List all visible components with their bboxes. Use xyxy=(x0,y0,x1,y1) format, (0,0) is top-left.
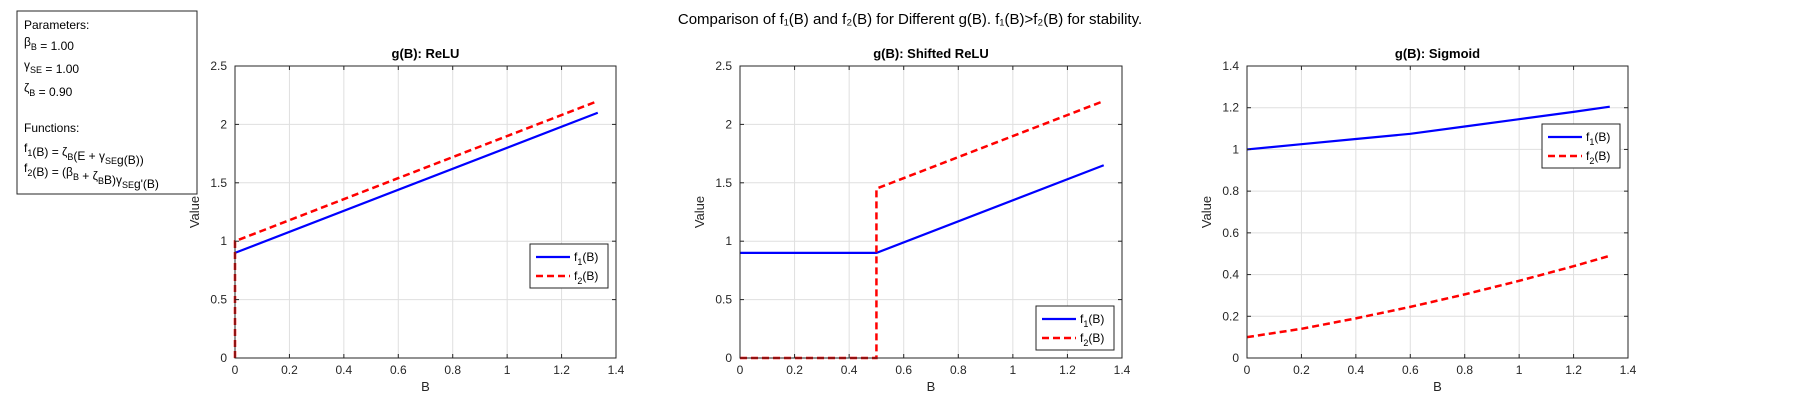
series-line-f1 xyxy=(234,111,599,254)
y-tick-label: 2 xyxy=(725,117,732,131)
legend-entry-f2: f2(B) xyxy=(574,269,598,286)
plot-area xyxy=(1247,66,1628,358)
chart-panel-2: 0 0.2 0.4 0.6 0.8 1 1.2 1.4 0 0.5 1 1.5 2 2.5 g(B): Sh… xyxy=(692,46,1131,394)
legend-entry-f1: f1(B) xyxy=(1586,130,1610,147)
series-line-f1 xyxy=(1246,105,1610,151)
y-axis-label: Value xyxy=(187,196,202,228)
y-tick-label: 0.8 xyxy=(1222,184,1239,198)
chart-panel-1: 0 0.2 0.4 0.6 0.8 1 1.2 1.4 0 0.5 1 1.5 2 2.5 g(B): Re… xyxy=(187,46,625,394)
legend-entry-f1: f1(B) xyxy=(574,250,598,267)
y-tick-label: 0.5 xyxy=(210,293,227,307)
legend-frame xyxy=(1541,123,1621,169)
x-tick-label: 0.8 xyxy=(444,363,461,377)
parameter-line: ζB = 0.90 xyxy=(24,81,73,99)
chart-title: g(B): ReLU xyxy=(392,46,460,61)
x-tick-label: 0.4 xyxy=(841,363,858,377)
y-tick-label: 1.5 xyxy=(210,176,227,190)
legend: f1(B) f2(B) xyxy=(1541,123,1621,169)
legend-entry-f2: f2(B) xyxy=(1080,331,1104,348)
x-tick-label: 1.4 xyxy=(608,363,625,377)
x-tick-label: 0.4 xyxy=(1348,363,1365,377)
series-line-f1 xyxy=(740,164,1105,254)
x-tick-label: 0.2 xyxy=(1293,363,1310,377)
x-tick-label: 1 xyxy=(1516,363,1523,377)
chart-panel-3: 0 0.2 0.4 0.6 0.8 1 1.2 1.4 0 0.2 0.4 0.6 0.8 1 1.2 1.4… xyxy=(1199,46,1637,394)
axes-frame xyxy=(739,65,1123,359)
y-tick-label: 1 xyxy=(1232,142,1239,156)
y-tick-label: 0.2 xyxy=(1222,309,1239,323)
chart-title: g(B): Shifted ReLU xyxy=(873,46,989,61)
parameter-line: f1(B) = ζB(E + γSEg(B)) xyxy=(24,141,144,167)
legend: f1(B) f2(B) xyxy=(1035,305,1115,351)
x-tick-label: 0.8 xyxy=(950,363,967,377)
y-tick-label: 0.6 xyxy=(1222,226,1239,240)
x-tick-label: 0.2 xyxy=(786,363,803,377)
x-tick-label: 0.6 xyxy=(895,363,912,377)
series-line-f2 xyxy=(1246,254,1611,339)
y-tick-label: 0 xyxy=(1232,351,1239,365)
x-tick-label: 1 xyxy=(1010,363,1017,377)
x-tick-label: 1.4 xyxy=(1620,363,1637,377)
y-tick-label: 1.5 xyxy=(715,176,732,190)
legend-frame xyxy=(1035,305,1115,351)
y-tick-label: 1.2 xyxy=(1222,101,1239,115)
x-tick-label: 0.4 xyxy=(336,363,353,377)
x-axis-label: B xyxy=(927,379,936,394)
x-tick-label: 0 xyxy=(232,363,239,377)
x-tick-label: 1.2 xyxy=(1059,363,1076,377)
y-tick-label: 1.4 xyxy=(1222,59,1239,73)
parameters-annotation-box: Parameters: βB = 1.00 γSE = 1.00 ζB = 0.90 F… xyxy=(16,10,198,195)
y-tick-label: 2.5 xyxy=(715,59,732,73)
legend-entry-f1: f1(B) xyxy=(1080,312,1104,329)
x-tick-label: 0 xyxy=(737,363,744,377)
parameter-line: Parameters: xyxy=(24,18,89,32)
x-tick-label: 1 xyxy=(504,363,511,377)
legend: f1(B) f2(B) xyxy=(529,243,609,289)
x-tick-label: 0.6 xyxy=(390,363,407,377)
y-tick-label: 2 xyxy=(220,117,227,131)
parameters-box-frame xyxy=(16,10,198,195)
y-tick-label: 1 xyxy=(725,234,732,248)
x-tick-label: 1.4 xyxy=(1114,363,1131,377)
y-axis-label: Value xyxy=(692,196,707,228)
y-tick-label: 0.5 xyxy=(715,293,732,307)
x-axis-label: B xyxy=(1433,379,1442,394)
x-axis-label: B xyxy=(421,379,430,394)
parameter-line: Functions: xyxy=(24,121,79,135)
y-tick-label: 2.5 xyxy=(210,59,227,73)
axes-frame xyxy=(234,65,617,359)
parameter-line: f2(B) = (βB + ζBB)γSEg'(B) xyxy=(24,161,159,191)
parameter-line: βB = 1.00 xyxy=(24,35,74,53)
axes-frame xyxy=(1246,65,1629,359)
y-tick-label: 1 xyxy=(220,234,227,248)
x-tick-label: 1.2 xyxy=(1565,363,1582,377)
y-tick-label: 0 xyxy=(725,351,732,365)
x-tick-label: 0.2 xyxy=(281,363,298,377)
y-tick-label: 0 xyxy=(220,351,227,365)
plot-area xyxy=(235,66,616,358)
parameter-line: γSE = 1.00 xyxy=(24,58,79,76)
y-tick-label: 0.4 xyxy=(1222,268,1239,282)
y-axis-label: Value xyxy=(1199,196,1214,228)
x-tick-label: 0.6 xyxy=(1402,363,1419,377)
legend-entry-f2: f2(B) xyxy=(1586,149,1610,166)
chart-title: g(B): Sigmoid xyxy=(1395,46,1480,61)
x-tick-label: 1.2 xyxy=(553,363,570,377)
x-tick-label: 0.8 xyxy=(1456,363,1473,377)
chart-panels: 0 0.2 0.4 0.6 0.8 1 1.2 1.4 0 0.5 1 1.5 2 2.5 g(B): Re… xyxy=(187,46,1637,394)
figure-suptitle: Comparison of f₁(B) and f₂(B) for Differ… xyxy=(678,11,1142,28)
legend-frame xyxy=(529,243,609,289)
x-tick-label: 0 xyxy=(1244,363,1251,377)
